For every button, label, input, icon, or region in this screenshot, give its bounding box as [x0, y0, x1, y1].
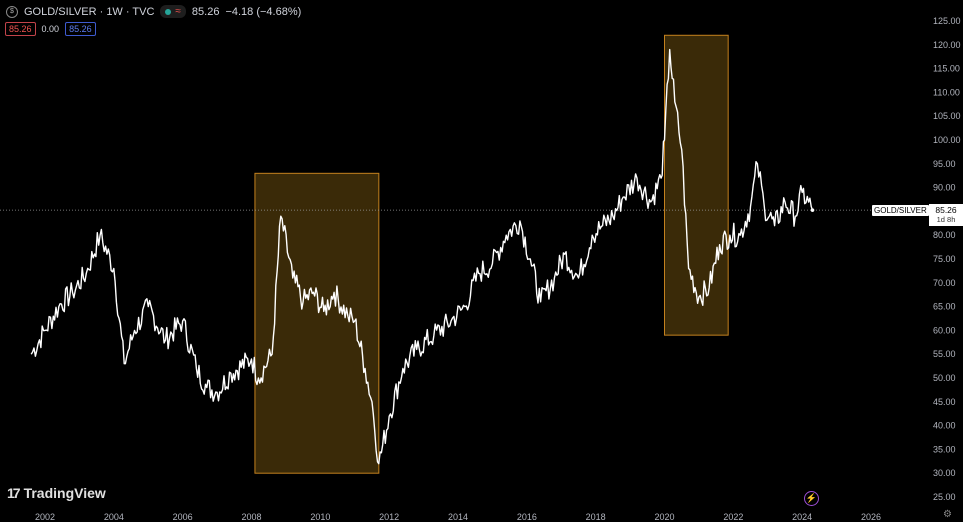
- last-price: 85.26: [191, 5, 220, 18]
- time-axis-label: 2004: [104, 512, 124, 522]
- price-axis-label: 125.00: [933, 16, 961, 26]
- current-price-value: 85.26: [935, 205, 957, 215]
- symbol-line-label: GOLD/SILVER: [872, 205, 929, 216]
- price-axis-label: 95.00: [933, 159, 956, 169]
- spread-value: 0.00: [41, 24, 60, 34]
- time-axis-label: 2024: [792, 512, 812, 522]
- tradingview-logo-icon: 17: [7, 485, 21, 501]
- time-axis-label: 2020: [654, 512, 674, 522]
- time-axis-label: 2006: [173, 512, 193, 522]
- price-axis-label: 75.00: [933, 254, 956, 264]
- price-axis-label: 40.00: [933, 421, 956, 431]
- price-axis-label: 120.00: [933, 40, 961, 50]
- price-axis-label: 80.00: [933, 230, 956, 240]
- time-axis-label: 2010: [310, 512, 330, 522]
- price-axis-label: 100.00: [933, 135, 961, 145]
- price-axis-label: 70.00: [933, 278, 956, 288]
- price-axis-label: 105.00: [933, 111, 961, 121]
- time-axis-label: 2008: [241, 512, 261, 522]
- time-axis-label: 2014: [448, 512, 468, 522]
- price-axis-label: 55.00: [933, 349, 956, 359]
- price-axis-label: 60.00: [933, 325, 956, 335]
- ask-price-button[interactable]: 85.26: [65, 22, 96, 36]
- highlight-rectangle-1: [254, 172, 380, 474]
- time-axis-label: 2012: [379, 512, 399, 522]
- price-axis-label: 115.00: [933, 64, 960, 74]
- price-change: −4.18 (−4.68%): [225, 5, 302, 18]
- chart-header: $ GOLD/SILVER · 1W · TVC ≈ 85.26 −4.18 (…: [6, 5, 301, 18]
- lightning-icon[interactable]: ⚡: [804, 491, 819, 506]
- time-axis-label: 2002: [35, 512, 55, 522]
- price-axis-label: 35.00: [933, 444, 956, 454]
- gold-silver-ratio-line: [30, 48, 814, 465]
- time-axis-label: 2022: [723, 512, 743, 522]
- time-axis-label: 2016: [517, 512, 537, 522]
- price-axis-label: 25.00: [933, 492, 956, 502]
- price-axis-label: 110.00: [933, 87, 960, 97]
- last-point-marker: [810, 208, 815, 212]
- highlight-rectangle-2: [664, 34, 729, 336]
- approx-icon: ≈: [175, 6, 181, 17]
- bid-price-button[interactable]: 85.26: [5, 22, 36, 36]
- price-axis-label: 45.00: [933, 397, 956, 407]
- time-axis-label: 2026: [861, 512, 881, 522]
- tradingview-logo[interactable]: 17 TradingView: [7, 485, 106, 501]
- bar-countdown: 1d 8h: [936, 215, 956, 224]
- gold-silver-symbol-icon[interactable]: $: [6, 5, 18, 18]
- quote-row: 85.26 0.00 85.26: [5, 22, 96, 36]
- symbol-title[interactable]: GOLD/SILVER · 1W · TVC: [24, 5, 155, 18]
- price-axis-label: 50.00: [933, 373, 956, 383]
- time-axis-label: 2018: [586, 512, 606, 522]
- price-axis-label: 30.00: [933, 468, 956, 478]
- tradingview-logo-text: TradingView: [23, 485, 106, 501]
- current-price-tag: 85.26 1d 8h: [929, 204, 963, 226]
- market-open-icon: [165, 8, 172, 15]
- price-axis-label: 90.00: [933, 183, 956, 193]
- price-axis-label: 65.00: [933, 302, 956, 312]
- market-status-pill[interactable]: ≈: [160, 5, 186, 18]
- settings-gear-icon[interactable]: ⚙: [943, 509, 952, 520]
